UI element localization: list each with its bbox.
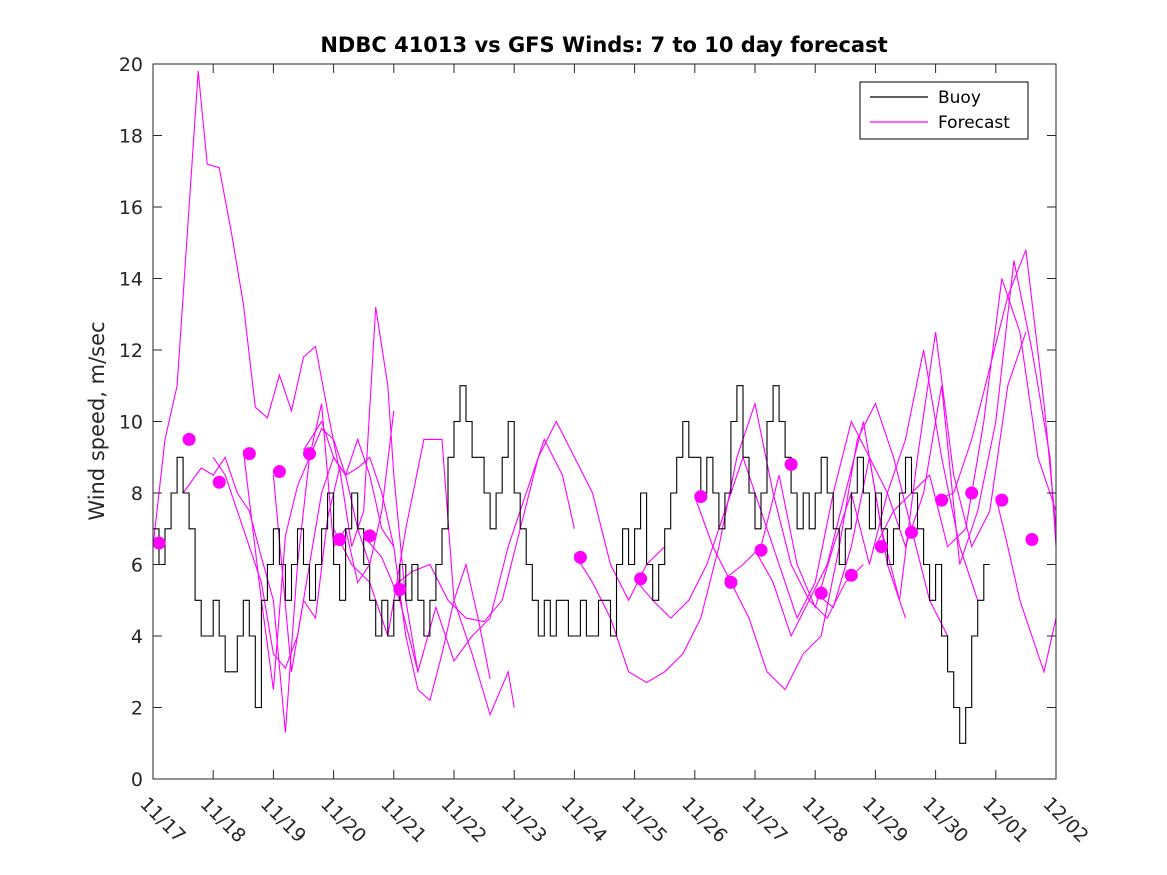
forecast-line-18: [995, 496, 1056, 674]
forecast-marker-13: [724, 575, 738, 589]
y-tick-label: 10: [119, 412, 143, 434]
y-tick-label: 18: [119, 126, 143, 148]
y-tick-label: 4: [131, 626, 143, 648]
legend-buoy-label: Buoy: [938, 88, 981, 108]
forecast-marker-10: [573, 550, 587, 564]
forecast-marker-22: [995, 493, 1009, 507]
forecast-marker-21: [965, 486, 979, 500]
forecast-line-1: [153, 71, 341, 547]
forecast-marker-4: [242, 447, 256, 461]
chart-title: NDBC 41013 vs GFS Winds: 7 to 10 day for…: [320, 33, 887, 57]
forecast-line-16: [874, 278, 1056, 548]
forecast-marker-2: [182, 432, 196, 446]
forecast-marker-15: [784, 457, 798, 471]
buoy-line: [153, 385, 990, 744]
y-axis-label: Wind speed, m/sec: [85, 321, 109, 520]
forecast-marker-19: [905, 525, 919, 539]
forecast-marker-9: [393, 583, 407, 597]
forecast-marker-3: [212, 475, 226, 489]
y-tick-label: 6: [131, 555, 143, 577]
forecast-marker-11: [634, 572, 648, 586]
forecast-marker-7: [333, 532, 347, 546]
forecast-line-5: [272, 307, 419, 672]
plot-series-group: [153, 71, 1056, 744]
forecast-marker-8: [363, 529, 377, 543]
forecast-marker-16: [814, 586, 828, 600]
y-tick-label: 2: [131, 698, 143, 720]
y-tick-label: 20: [119, 54, 143, 76]
forecast-marker-23: [1025, 532, 1039, 546]
forecast-line-17: [935, 249, 1056, 529]
legend-forecast-label: Forecast: [938, 113, 1010, 133]
y-tick-label: 12: [119, 340, 143, 362]
y-tick-label: 14: [119, 269, 143, 291]
forecast-marker-12: [694, 490, 708, 504]
forecast-marker-17: [844, 568, 858, 582]
forecast-line-11: [634, 419, 907, 620]
forecast-marker-20: [935, 493, 949, 507]
forecast-marker-5: [272, 465, 286, 479]
forecast-marker-6: [303, 447, 317, 461]
forecast-line-9: [393, 420, 666, 623]
y-tick-label: 16: [119, 197, 143, 219]
forecast-marker-1: [152, 536, 166, 550]
forecast-marker-14: [754, 543, 768, 557]
y-tick-label: 0: [131, 769, 143, 791]
forecast-line-12: [694, 402, 949, 691]
y-tick-label: 8: [131, 483, 143, 505]
legend: Buoy Forecast: [859, 81, 1029, 140]
plot-area: [152, 71, 1056, 744]
forecast-line-7: [333, 438, 515, 717]
legend-box: [859, 81, 1029, 140]
forecast-line-15: [814, 260, 1056, 609]
forecast-marker-18: [874, 540, 888, 554]
